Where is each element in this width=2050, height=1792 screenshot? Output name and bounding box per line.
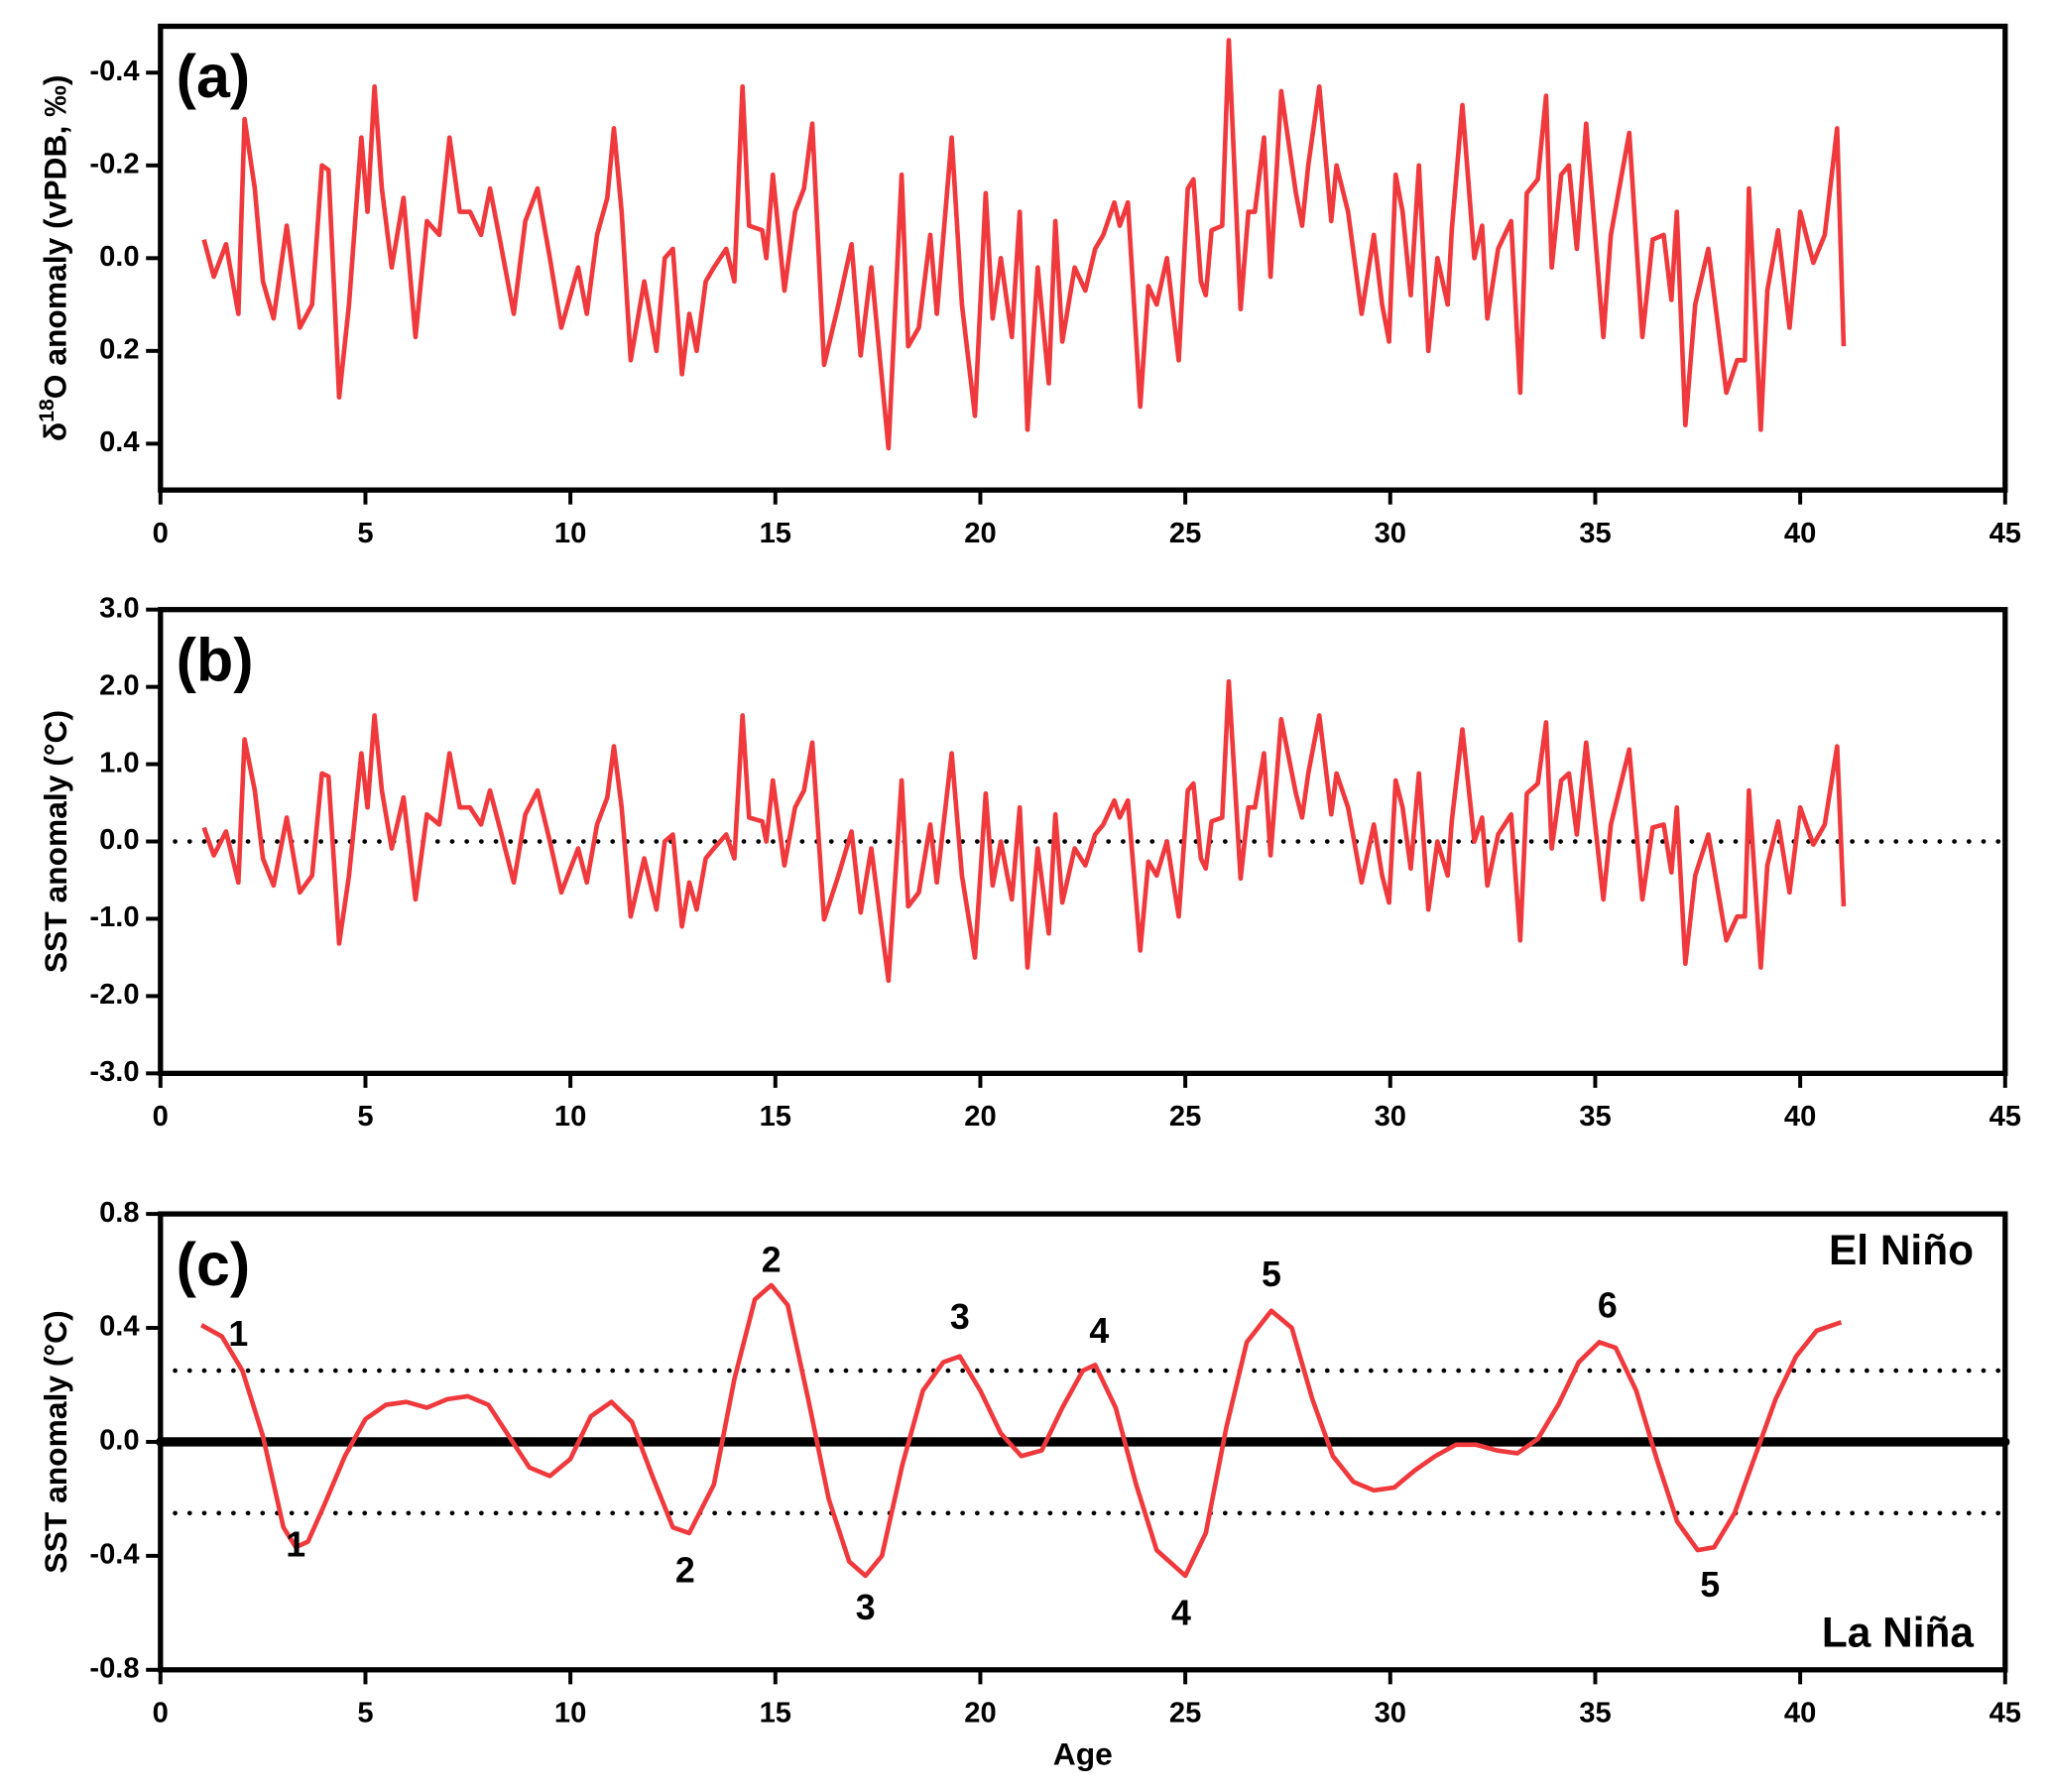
annotation: 4 [1171,1594,1191,1633]
y-tick-label: -2.0 [89,979,139,1011]
corner-label: La Niña [1822,1610,1974,1656]
x-tick-label: 30 [1375,1698,1406,1730]
annotation: 4 [1089,1311,1109,1351]
panel-label: (a) [177,43,250,110]
x-tick-label: 35 [1579,1698,1611,1730]
x-tick-label: 15 [760,1698,791,1730]
annotation: 3 [856,1588,876,1627]
x-tick-label: 10 [554,518,586,549]
data-line [201,38,1847,451]
annotation: 5 [1262,1254,1281,1294]
y-tick-label: -0.2 [89,148,139,179]
x-tick-label: 5 [357,518,373,549]
annotation: 5 [1700,1565,1720,1605]
corner-label: El Niño [1829,1227,1974,1273]
panel-label: (b) [177,626,254,693]
annotation: 3 [950,1297,970,1337]
x-tick-label: 25 [1169,1101,1201,1133]
x-tick-label: 30 [1375,518,1406,549]
x-tick-label: 35 [1579,1101,1611,1133]
x-tick-label: 0 [153,1101,169,1133]
y-axis-label-part: 18 [35,399,58,422]
y-tick-label: 0.8 [99,1197,140,1229]
y-tick-label: 0.0 [99,1425,140,1457]
y-tick-label: 0.0 [99,241,140,273]
y-tick-label: 0.2 [99,334,140,366]
x-tick-label: 45 [1990,1101,2021,1133]
x-tick-label: 40 [1784,1698,1816,1730]
x-tick-label: 5 [357,1698,373,1730]
x-tick-label: 20 [964,1698,996,1730]
y-tick-label: -1.0 [89,901,139,933]
y-tick-label: 0.0 [99,824,140,856]
x-tick-label: 15 [760,1101,791,1133]
y-tick-label: 0.4 [99,1311,140,1343]
x-tick-label: 45 [1990,1698,2021,1730]
plot-frame [158,23,2008,493]
data-line [201,678,1847,984]
x-tick-label: 0 [153,518,169,549]
y-tick-label: -3.0 [89,1056,139,1088]
y-axis-label-part: O anomaly (vPDB, ‰) [38,75,73,400]
x-tick-label: 35 [1579,518,1611,549]
data-line [199,1282,1843,1579]
x-tick-label: 0 [153,1698,169,1730]
annotation: 2 [762,1240,782,1279]
x-tick-label: 25 [1169,1698,1201,1730]
x-tick-label: 40 [1784,1101,1816,1133]
x-tick-label: 30 [1375,1101,1406,1133]
y-axis-label: SST anomaly (°C) [38,1310,73,1573]
y-tick-label: -0.4 [89,1539,140,1571]
x-tick-label: 20 [964,1101,996,1133]
annotation: 1 [228,1314,248,1354]
y-axis-label: SST anomaly (°C) [38,710,73,973]
x-axis-label: Age [1053,1736,1113,1772]
x-tick-label: 10 [554,1698,586,1730]
y-axis-label-part: δ [38,422,73,441]
panel-label: (c) [177,1231,250,1298]
x-tick-label: 20 [964,518,996,549]
x-tick-label: 10 [554,1101,586,1133]
y-tick-label: -0.8 [89,1652,139,1684]
y-axis-label: δ18O anomaly (vPDB, ‰) [35,75,72,442]
y-tick-label: 3.0 [99,592,140,624]
x-tick-label: 5 [357,1101,373,1133]
y-tick-label: 0.4 [99,426,140,458]
annotation: 6 [1598,1285,1618,1325]
annotation: 1 [286,1525,305,1565]
y-tick-label: 2.0 [99,669,140,701]
y-tick-label: 1.0 [99,747,140,778]
x-tick-label: 45 [1990,518,2021,549]
x-tick-label: 40 [1784,518,1816,549]
x-tick-label: 25 [1169,518,1201,549]
annotation: 2 [675,1551,695,1591]
x-tick-label: 15 [760,518,791,549]
y-tick-label: -0.4 [89,56,140,87]
